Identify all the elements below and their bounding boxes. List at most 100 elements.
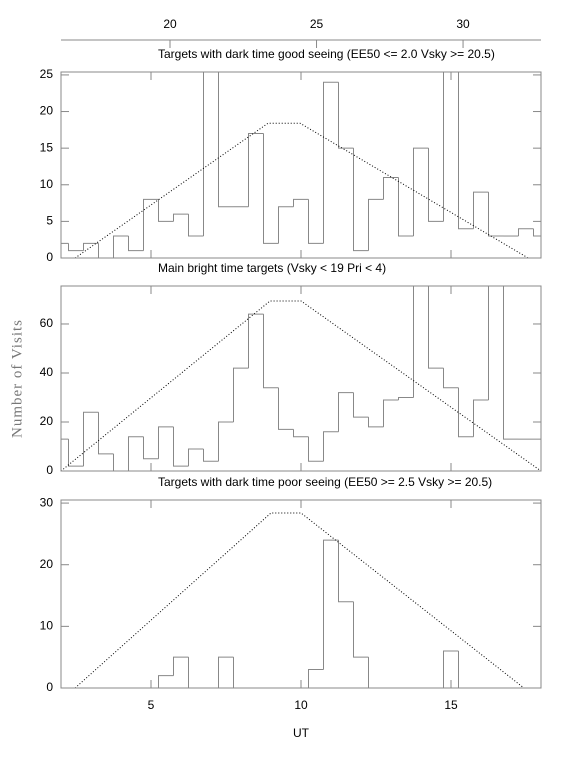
panel-title: Targets with dark time good seeing (EE50… bbox=[158, 47, 495, 61]
histogram-bin bbox=[398, 396, 414, 400]
x-axis-label: UT bbox=[293, 726, 310, 740]
plot-frame bbox=[60, 499, 542, 689]
histogram-bin bbox=[263, 314, 279, 389]
histogram-bin bbox=[533, 228, 541, 237]
plot-area bbox=[61, 512, 541, 688]
histogram-bin bbox=[203, 72, 204, 237]
histogram-bin bbox=[368, 417, 384, 428]
histogram-bin bbox=[413, 286, 414, 398]
histogram-bin bbox=[308, 436, 324, 462]
histogram-bin bbox=[473, 399, 489, 437]
panel-title: Targets with dark time poor seeing (EE50… bbox=[158, 475, 492, 489]
y-tick-label: 0 bbox=[46, 680, 53, 694]
histogram-bin bbox=[188, 214, 204, 237]
histogram-bin bbox=[458, 651, 474, 688]
histogram-bin bbox=[113, 453, 129, 471]
y-tick-label: 60 bbox=[40, 316, 54, 330]
histogram-bin bbox=[143, 436, 159, 460]
histogram-bin bbox=[68, 243, 84, 252]
histogram-bin bbox=[458, 387, 474, 438]
envelope-line bbox=[74, 122, 529, 258]
histogram-bin bbox=[368, 198, 384, 251]
histogram-bin bbox=[173, 426, 189, 467]
histogram-bin bbox=[68, 439, 84, 467]
histogram-bin bbox=[473, 191, 489, 229]
y-tick-label: 20 bbox=[40, 414, 54, 428]
histogram-bin bbox=[338, 392, 354, 432]
histogram-bin bbox=[413, 147, 429, 237]
plot-frame bbox=[60, 285, 542, 472]
histogram-bin bbox=[248, 313, 264, 369]
plot-frame bbox=[60, 71, 542, 259]
panel-title: Main bright time targets (Vsky < 19 Pri … bbox=[158, 261, 386, 275]
histogram-bin bbox=[83, 411, 99, 467]
histogram-bin bbox=[338, 82, 354, 149]
y-tick-label: 25 bbox=[40, 67, 54, 81]
y-tick-label: 0 bbox=[46, 250, 53, 264]
histogram-bin bbox=[158, 426, 174, 459]
histogram-bin bbox=[113, 235, 129, 258]
histogram-bin bbox=[323, 539, 339, 670]
histogram-bin bbox=[353, 601, 369, 658]
plot-area bbox=[61, 286, 541, 471]
x2-tick-label: 25 bbox=[310, 17, 324, 31]
x-tick-label: 10 bbox=[294, 698, 308, 712]
histogram-bin bbox=[233, 367, 249, 422]
histogram-bin bbox=[428, 148, 444, 222]
histogram-bin bbox=[383, 176, 399, 200]
histogram-bin bbox=[428, 286, 444, 369]
histogram-bin bbox=[353, 392, 369, 418]
histogram-bin bbox=[443, 650, 459, 688]
y-axis-label: Number of Visits bbox=[9, 319, 25, 438]
histogram-bin bbox=[143, 198, 159, 251]
histogram-bin bbox=[128, 436, 144, 471]
histogram-bin bbox=[218, 421, 234, 462]
histogram-bin bbox=[338, 540, 354, 603]
y-tick-label: 5 bbox=[46, 214, 53, 228]
x2-tick-label: 30 bbox=[456, 17, 470, 31]
histogram-bin bbox=[158, 675, 174, 688]
histogram-bin bbox=[458, 72, 474, 230]
histogram-bin bbox=[278, 387, 294, 430]
histogram-bin bbox=[158, 199, 174, 222]
histogram-bin bbox=[203, 448, 219, 462]
histogram-bin bbox=[488, 192, 504, 237]
histogram-bin bbox=[308, 669, 324, 688]
y-tick-label: 15 bbox=[40, 140, 54, 154]
histogram-bin bbox=[248, 133, 264, 207]
y-tick-label: 20 bbox=[40, 557, 54, 571]
histogram-bin bbox=[293, 198, 309, 207]
envelope-line bbox=[61, 300, 541, 471]
y-tick-label: 20 bbox=[40, 104, 54, 118]
histogram-bin bbox=[518, 228, 534, 237]
histogram-bin bbox=[353, 148, 369, 252]
x-tick-label: 5 bbox=[148, 698, 155, 712]
histogram-bin bbox=[98, 412, 114, 455]
histogram-bin bbox=[98, 243, 114, 258]
histogram-bin bbox=[443, 72, 444, 222]
y-tick-label: 0 bbox=[46, 463, 53, 477]
plot-area bbox=[61, 72, 541, 258]
x2-tick-label: 20 bbox=[163, 17, 177, 31]
histogram-bin bbox=[323, 431, 339, 462]
histogram-bin bbox=[398, 177, 414, 237]
histogram-bin bbox=[443, 368, 459, 389]
histogram-bin bbox=[173, 656, 189, 676]
histogram-bin bbox=[188, 448, 204, 467]
histogram-bin bbox=[233, 657, 249, 688]
histogram-bin bbox=[383, 399, 399, 427]
y-tick-label: 40 bbox=[40, 365, 54, 379]
histogram-bin bbox=[61, 242, 69, 244]
y-tick-label: 10 bbox=[40, 177, 54, 191]
histogram-bin bbox=[218, 72, 234, 208]
envelope-line bbox=[74, 512, 525, 688]
histogram-bin bbox=[368, 657, 384, 688]
y-tick-label: 30 bbox=[40, 495, 54, 509]
histogram-bin bbox=[218, 656, 234, 688]
histogram-bin bbox=[278, 206, 294, 244]
x-tick-label: 15 bbox=[444, 698, 458, 712]
histogram-bin bbox=[173, 213, 189, 222]
histogram-bin bbox=[61, 438, 69, 440]
histogram-bin bbox=[128, 236, 144, 252]
